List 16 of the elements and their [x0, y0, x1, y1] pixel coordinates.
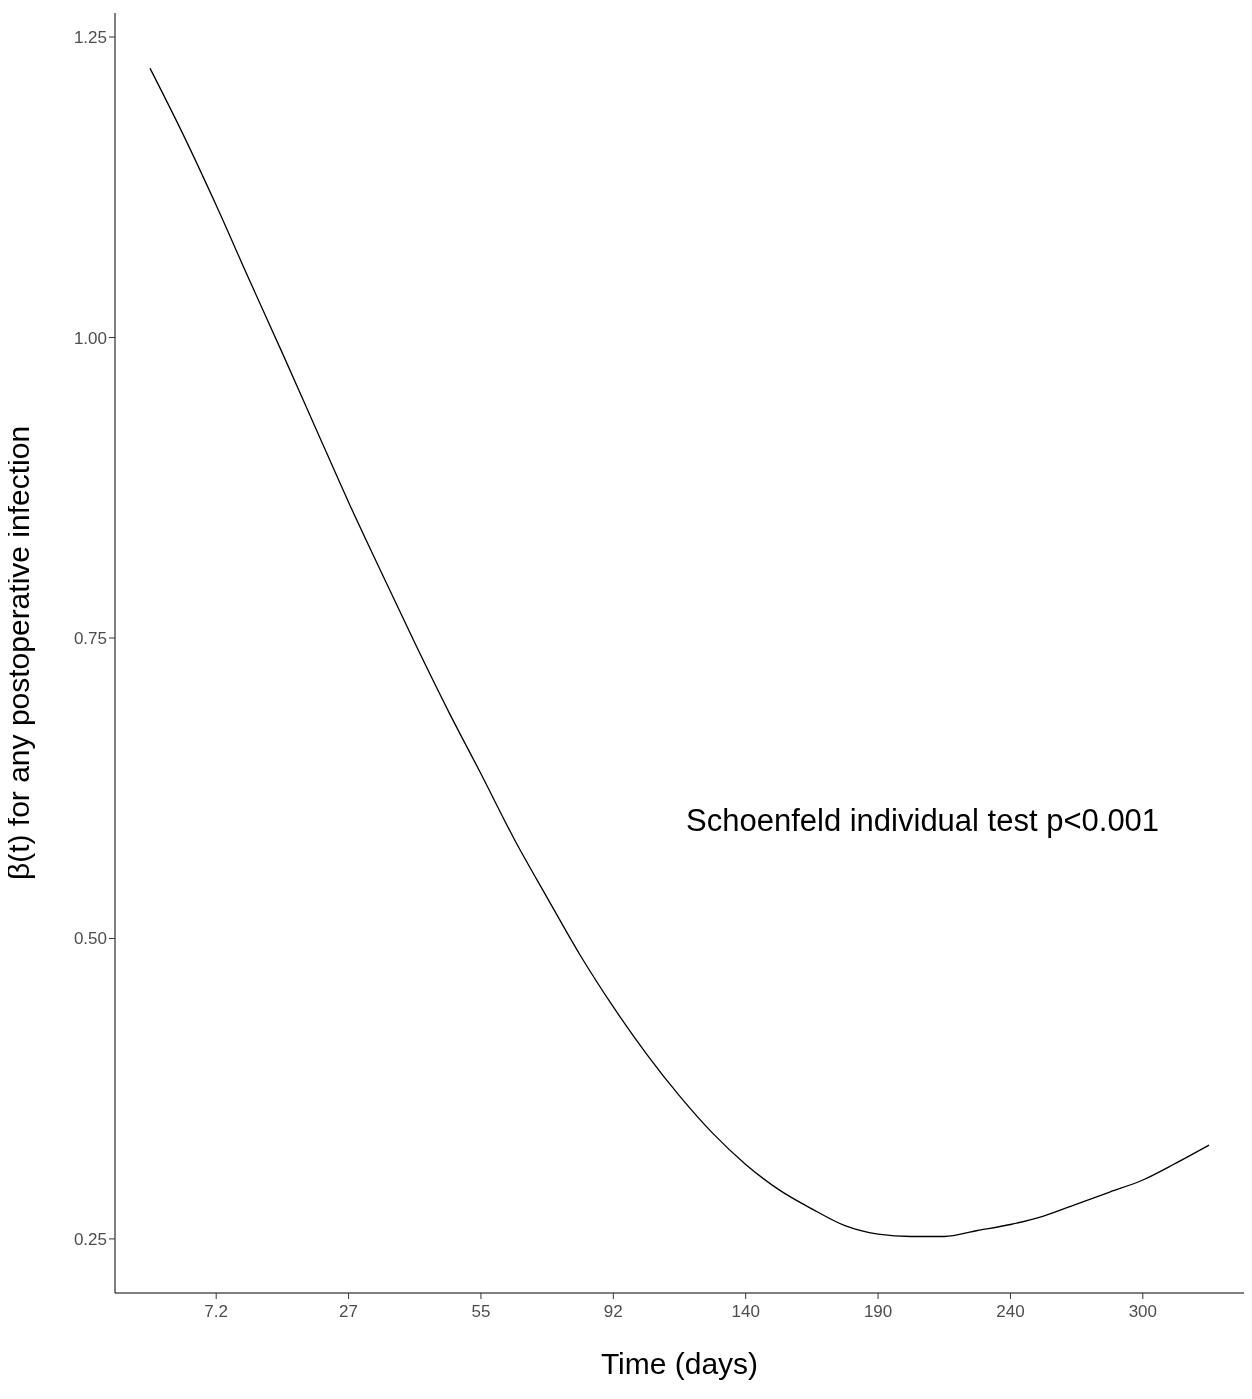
y-tick-label: 0.75	[73, 629, 107, 649]
line-series	[149, 67, 1210, 1238]
y-tick-label: 0.50	[73, 929, 107, 949]
x-tick-label: 55	[471, 1302, 491, 1321]
y-tick-label: 1.00	[73, 328, 107, 348]
x-tick-label: 92	[603, 1302, 623, 1321]
x-tick-label: 190	[863, 1302, 893, 1321]
x-axis-title: Time (days)	[600, 1347, 759, 1380]
x-tick-label: 7.2	[204, 1302, 229, 1321]
annotation: Schoenfeld individual test p<0.001	[686, 803, 1160, 839]
y-tick-label: 0.25	[73, 1229, 107, 1249]
x-tick-label: 300	[1128, 1302, 1157, 1321]
x-tick-label: 240	[996, 1302, 1025, 1321]
x-tick-label: 140	[731, 1302, 760, 1321]
y-tick-label: 1.25	[73, 28, 107, 48]
x-tick-label: 27	[339, 1302, 359, 1321]
